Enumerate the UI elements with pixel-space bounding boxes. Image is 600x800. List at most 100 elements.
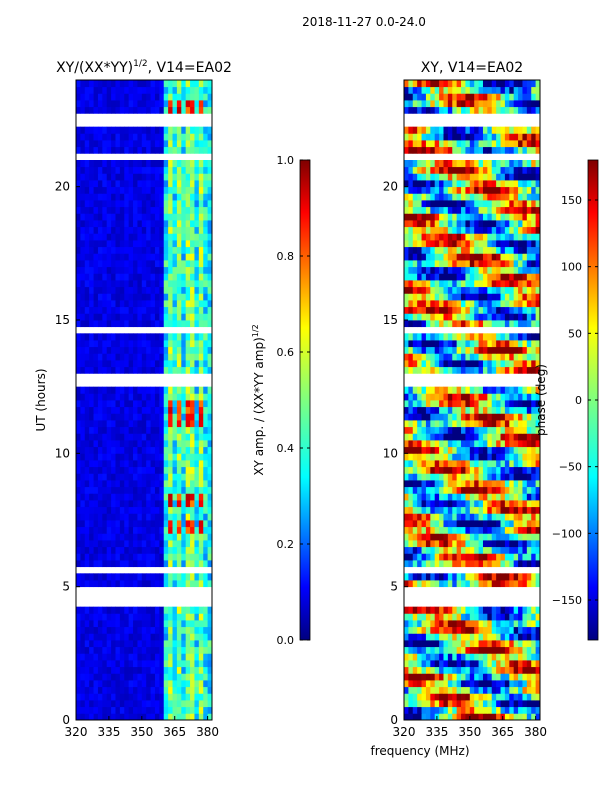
heatmap-cell — [194, 226, 200, 234]
heatmap-cell — [456, 346, 462, 354]
heatmap-cell — [159, 226, 165, 234]
heatmap-cell — [487, 433, 493, 441]
heatmap-cell — [456, 713, 462, 721]
heatmap-cell — [535, 193, 541, 201]
heatmap-cell — [439, 253, 444, 261]
heatmap-cell — [443, 240, 449, 248]
heatmap-cell — [207, 713, 213, 721]
heatmap-cell — [111, 240, 116, 248]
heatmap-cell — [491, 620, 497, 628]
heatmap-cell — [181, 166, 187, 174]
heatmap-cell — [84, 580, 90, 588]
heatmap-cell — [474, 246, 479, 254]
heatmap-cell — [421, 460, 427, 468]
heatmap-cell — [141, 633, 147, 641]
heatmap-cell — [509, 340, 515, 348]
heatmap-cell — [76, 353, 81, 361]
heatmap-cell — [513, 653, 519, 661]
heatmap-cell — [491, 640, 497, 648]
heatmap-cell — [526, 606, 532, 614]
heatmap-cell — [141, 253, 147, 261]
heatmap-cell — [80, 540, 86, 548]
heatmap-cell — [408, 413, 414, 421]
heatmap-cell — [487, 526, 493, 534]
heatmap-cell — [115, 613, 121, 621]
heatmap-cell — [133, 253, 138, 261]
heatmap-cell — [137, 406, 143, 414]
heatmap-cell — [176, 246, 182, 254]
heatmap-cell — [461, 320, 466, 328]
heatmap-cell — [124, 446, 130, 454]
heatmap-cell — [154, 293, 160, 301]
heatmap-cell — [89, 420, 94, 428]
heatmap-cell — [421, 420, 427, 428]
heatmap-cell — [111, 546, 116, 554]
heatmap-cell — [146, 366, 151, 374]
heatmap-cell — [89, 266, 94, 274]
heatmap-cell — [181, 160, 187, 168]
heatmap-cell — [412, 426, 418, 434]
heatmap-cell — [76, 426, 81, 434]
heatmap-cell — [509, 480, 515, 488]
heatmap-cell — [128, 493, 134, 501]
heatmap-cell — [456, 606, 462, 614]
heatmap-cell — [176, 693, 182, 701]
heatmap-cell — [439, 526, 444, 534]
heatmap-cell — [159, 346, 165, 354]
heatmap-cell — [111, 86, 116, 94]
heatmap-cell — [97, 480, 103, 488]
heatmap-cell — [176, 240, 182, 248]
heatmap-cell — [93, 500, 99, 508]
heatmap-cell — [154, 506, 160, 514]
heatmap-cell — [190, 260, 195, 268]
heatmap-cell — [478, 560, 484, 568]
heatmap-cell — [504, 273, 510, 281]
heatmap-cell — [159, 520, 165, 528]
heatmap-cell — [102, 100, 108, 108]
heatmap-cell — [102, 640, 108, 648]
heatmap-cell — [80, 660, 86, 668]
heatmap-cell — [181, 573, 187, 581]
heatmap-cell — [185, 260, 191, 268]
heatmap-cell — [76, 180, 81, 188]
heatmap-cell — [89, 573, 94, 581]
heatmap-cell — [137, 460, 143, 468]
heatmap-cell — [84, 653, 90, 661]
heatmap-cell — [203, 526, 209, 534]
heatmap-cell — [447, 700, 453, 708]
heatmap-cell — [106, 633, 112, 641]
heatmap-cell — [487, 533, 493, 541]
heatmap-cell — [531, 433, 537, 441]
heatmap-cell — [181, 640, 187, 648]
heatmap-cell — [531, 553, 537, 561]
heatmap-cell — [198, 513, 204, 521]
heatmap-cell — [124, 166, 130, 174]
heatmap-cell — [482, 513, 488, 521]
heatmap-cell — [430, 306, 436, 314]
heatmap-cell — [84, 306, 90, 314]
heatmap-cell — [531, 400, 537, 408]
heatmap-cell — [172, 613, 178, 621]
heatmap-cell — [168, 500, 173, 508]
heatmap-cell — [84, 186, 90, 194]
heatmap-cell — [194, 646, 200, 654]
heatmap-cell — [478, 400, 484, 408]
heatmap-cell — [421, 453, 427, 461]
heatmap-cell — [93, 100, 99, 108]
heatmap-cell — [76, 360, 81, 368]
heatmap-cell — [93, 613, 99, 621]
heatmap-cell — [487, 300, 493, 308]
heatmap-cell — [172, 206, 178, 214]
heatmap-cell — [93, 440, 99, 448]
heatmap-cell — [141, 126, 147, 134]
heatmap-cell — [535, 686, 541, 694]
heatmap-cell — [456, 193, 462, 201]
heatmap-cell — [452, 533, 458, 541]
heatmap-cell — [185, 546, 191, 554]
heatmap-cell — [509, 660, 515, 668]
heatmap-cell — [168, 100, 173, 108]
heatmap-cell — [159, 486, 165, 494]
heatmap-cell — [522, 286, 528, 294]
heatmap-cell — [496, 633, 501, 641]
heatmap-cell — [469, 653, 475, 661]
